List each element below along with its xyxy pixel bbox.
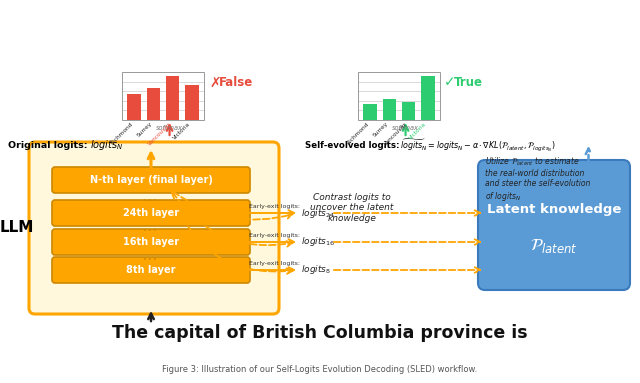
Text: Richmond: Richmond: [110, 121, 134, 145]
FancyBboxPatch shape: [52, 200, 250, 226]
Bar: [166, 76, 179, 120]
Text: $logits_{16}$: $logits_{16}$: [301, 236, 335, 249]
Text: Contrast logits to
uncover the latent
knowledge: Contrast logits to uncover the latent kn…: [310, 193, 394, 223]
Text: Vancouver: Vancouver: [383, 121, 408, 146]
Text: Figure 3: Illustration of our Self-Logits Evolution Decoding (SLED) workflow.: Figure 3: Illustration of our Self-Logit…: [163, 365, 477, 373]
Text: N-th layer (final layer): N-th layer (final layer): [90, 175, 212, 185]
Text: 16th layer: 16th layer: [123, 237, 179, 247]
Bar: [127, 93, 141, 120]
Text: Latent knowledge: Latent knowledge: [487, 203, 621, 216]
Text: Early-exit logits:: Early-exit logits:: [249, 233, 300, 238]
Text: Self-evolved logits:: Self-evolved logits:: [305, 141, 399, 149]
Text: $logits_{24}$: $logits_{24}$: [301, 206, 335, 219]
Text: 8th layer: 8th layer: [126, 265, 176, 275]
FancyBboxPatch shape: [52, 257, 250, 283]
Bar: [383, 99, 396, 120]
Text: $\widetilde{logits}_N = logits_N - \alpha \cdot \nabla KL(\mathcal{P}_{latent}, : $\widetilde{logits}_N = logits_N - \alph…: [400, 137, 556, 153]
FancyBboxPatch shape: [478, 160, 630, 290]
Bar: [402, 102, 415, 120]
Text: $logits_N$: $logits_N$: [90, 138, 124, 152]
Text: LLM: LLM: [0, 221, 34, 236]
Text: True: True: [454, 76, 483, 89]
Text: $logits_{8}$: $logits_{8}$: [301, 264, 331, 277]
Text: ✗: ✗: [209, 75, 221, 90]
Text: Surrey: Surrey: [136, 121, 154, 138]
Text: Victoria: Victoria: [408, 121, 428, 140]
Bar: [185, 85, 198, 120]
Text: Early-exit logits:: Early-exit logits:: [249, 261, 300, 266]
Text: Victoria: Victoria: [172, 121, 192, 140]
Bar: [122, 72, 204, 120]
Bar: [364, 105, 377, 120]
Bar: [147, 88, 160, 120]
Text: False: False: [219, 76, 253, 89]
FancyBboxPatch shape: [52, 229, 250, 255]
Text: Vancouver: Vancouver: [147, 121, 173, 146]
Text: The capital of British Columbia province is: The capital of British Columbia province…: [112, 324, 528, 342]
Text: ✓: ✓: [444, 75, 456, 90]
Text: Utilize $\mathcal{P}_{latent}$ to estimate
the real-world distribution
and steer: Utilize $\mathcal{P}_{latent}$ to estima…: [485, 155, 590, 203]
Text: 24th layer: 24th layer: [123, 208, 179, 218]
Text: softmax: softmax: [156, 125, 182, 131]
Bar: [421, 76, 435, 120]
Text: softmax: softmax: [392, 125, 419, 131]
Text: Surrey: Surrey: [372, 121, 389, 138]
Bar: [358, 72, 440, 120]
Text: Original logits:: Original logits:: [8, 141, 88, 149]
Text: $\mathcal{P}_{latent}$: $\mathcal{P}_{latent}$: [530, 237, 578, 255]
Text: Richmond: Richmond: [346, 121, 371, 145]
FancyBboxPatch shape: [52, 167, 250, 193]
Text: Early-exit logits:: Early-exit logits:: [249, 204, 300, 209]
FancyBboxPatch shape: [29, 142, 279, 314]
